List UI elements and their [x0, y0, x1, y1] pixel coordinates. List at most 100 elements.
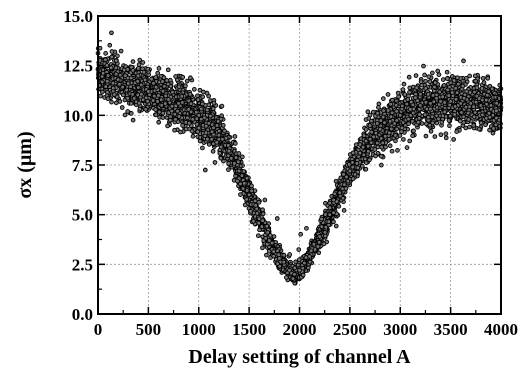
data-point — [165, 67, 171, 73]
data-point — [218, 155, 224, 161]
data-point — [319, 224, 325, 230]
y-tick-label: 15.0 — [63, 7, 93, 26]
data-point — [377, 126, 383, 132]
data-point — [331, 219, 336, 225]
data-point — [274, 216, 280, 221]
data-point — [388, 114, 394, 120]
y-tick-label: 2.5 — [72, 255, 93, 274]
data-point — [366, 115, 372, 121]
data-point — [443, 131, 449, 137]
data-point — [269, 240, 275, 246]
data-point — [260, 207, 265, 213]
data-point — [175, 77, 180, 83]
data-point — [453, 96, 459, 102]
data-point — [145, 98, 150, 104]
data-point — [195, 129, 201, 134]
data-point — [104, 78, 110, 84]
data-point — [204, 90, 210, 96]
data-point — [99, 79, 105, 85]
data-point — [165, 81, 171, 87]
data-point — [442, 109, 448, 115]
data-point — [493, 108, 499, 114]
data-point — [203, 130, 209, 136]
data-point — [483, 122, 488, 128]
data-point — [136, 100, 142, 106]
data-point — [118, 48, 124, 54]
data-point — [153, 112, 159, 118]
data-point — [255, 233, 261, 239]
data-point — [105, 96, 111, 102]
data-point — [411, 128, 416, 134]
data-point — [186, 120, 192, 126]
points-layer — [95, 30, 504, 286]
data-point — [157, 109, 162, 115]
data-point — [287, 252, 293, 257]
data-point — [153, 107, 158, 112]
data-point — [109, 54, 115, 60]
data-point — [390, 97, 395, 103]
data-point — [407, 138, 413, 144]
data-point — [109, 99, 114, 105]
data-point — [262, 197, 268, 203]
data-point — [139, 91, 144, 97]
data-point — [357, 142, 363, 147]
data-point — [480, 75, 486, 81]
data-point — [459, 110, 464, 115]
data-point — [319, 216, 324, 222]
data-point — [494, 100, 499, 106]
data-point — [428, 106, 433, 112]
data-point — [218, 144, 224, 150]
data-point — [233, 155, 239, 160]
data-point — [252, 198, 258, 204]
data-point — [163, 93, 169, 99]
data-point — [367, 157, 372, 163]
data-point — [159, 102, 165, 108]
data-point — [215, 118, 221, 124]
data-point — [375, 110, 380, 116]
data-point — [149, 76, 154, 82]
data-point — [365, 143, 371, 149]
data-point — [115, 77, 121, 82]
data-point — [135, 85, 141, 90]
data-point — [287, 267, 292, 273]
data-point — [488, 103, 494, 108]
data-point — [399, 129, 404, 134]
data-point — [361, 133, 367, 138]
data-point — [232, 141, 238, 146]
data-point — [448, 99, 453, 104]
data-point — [155, 99, 160, 104]
data-point — [382, 120, 387, 125]
data-point — [169, 108, 175, 114]
data-point — [113, 71, 119, 77]
data-point — [333, 178, 339, 184]
data-point — [117, 72, 123, 78]
data-point — [200, 94, 206, 100]
data-point — [478, 120, 484, 126]
data-point — [226, 148, 232, 154]
data-point — [130, 92, 135, 97]
data-point — [156, 119, 162, 125]
data-point — [445, 87, 451, 93]
data-point — [323, 212, 328, 217]
data-point — [347, 168, 353, 174]
data-point — [373, 130, 379, 136]
data-point — [155, 70, 161, 76]
data-point — [434, 120, 440, 126]
data-point — [167, 117, 173, 123]
data-point — [277, 256, 282, 261]
data-point — [297, 267, 302, 273]
data-point — [485, 75, 491, 81]
data-point — [344, 174, 349, 180]
data-point — [156, 93, 161, 98]
data-point — [275, 261, 280, 266]
data-point — [256, 220, 262, 226]
data-point — [136, 62, 142, 67]
data-point — [445, 76, 450, 81]
data-point — [410, 133, 415, 139]
data-point — [281, 259, 287, 265]
data-point — [232, 134, 238, 139]
data-point — [121, 67, 127, 73]
data-point — [436, 116, 441, 122]
data-point — [383, 144, 388, 150]
